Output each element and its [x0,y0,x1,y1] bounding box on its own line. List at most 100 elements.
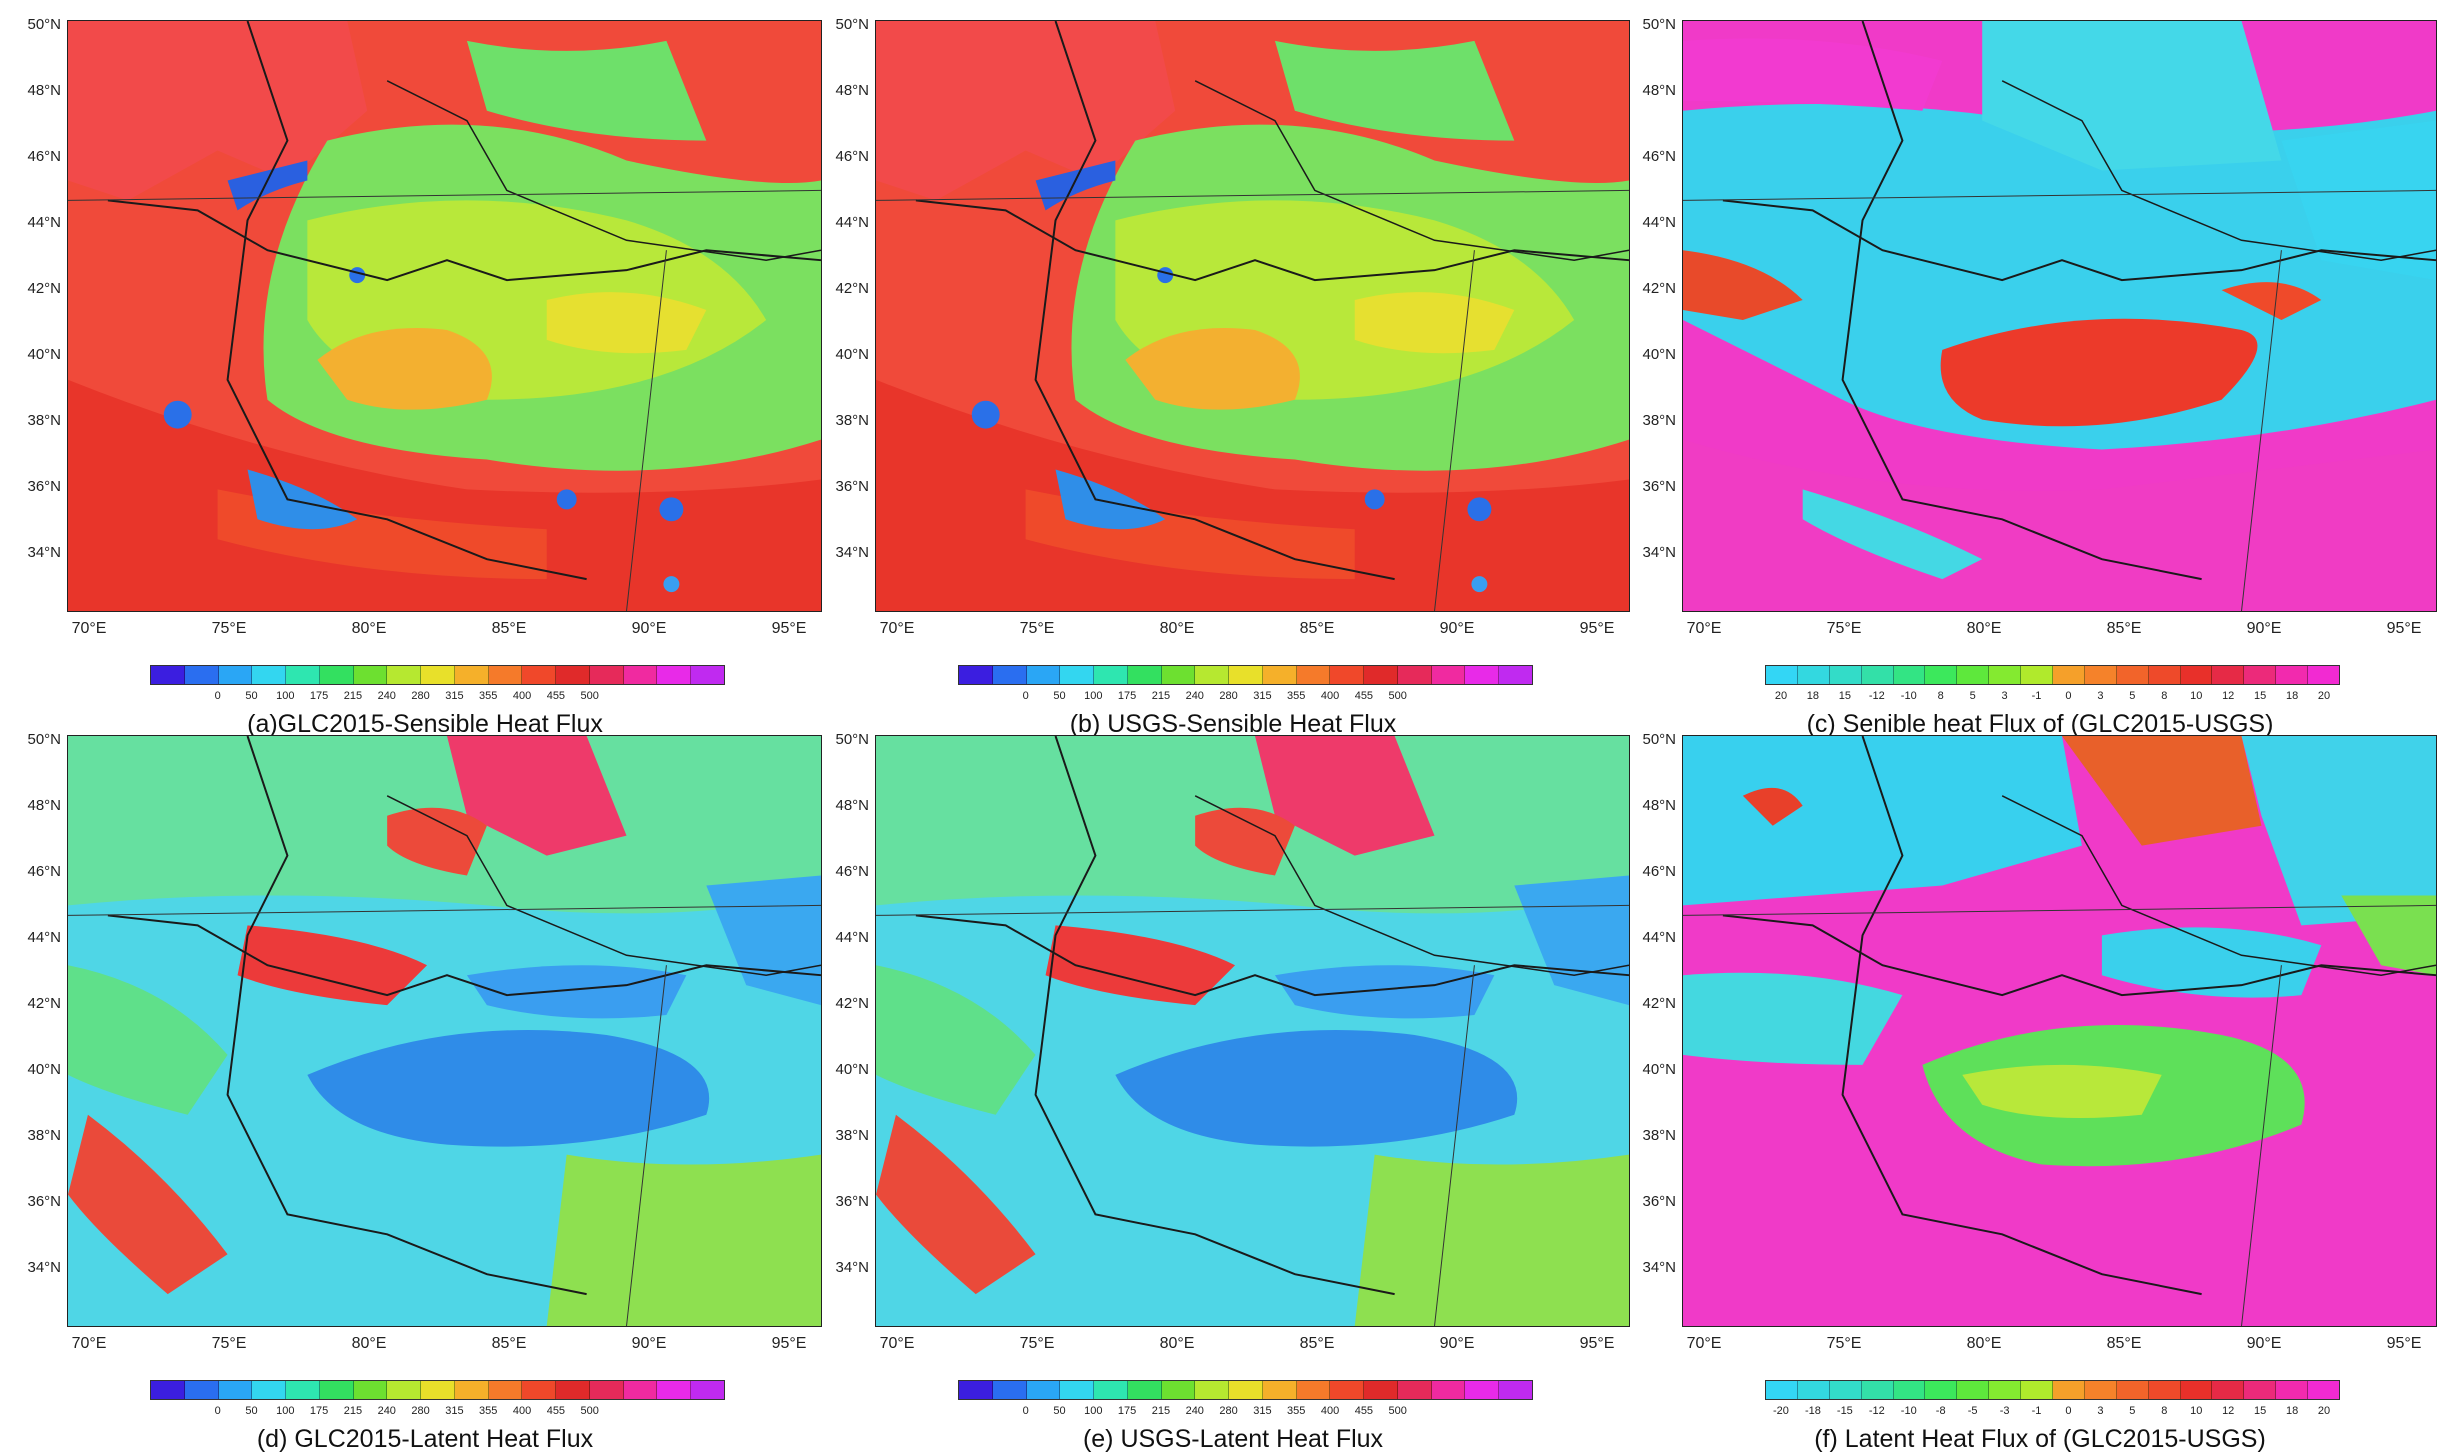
lon-label: 70°E [879,620,915,637]
colorbar-swatch [1797,1381,1830,1399]
colorbar-tick-label: -18 [1804,1405,1821,1417]
lon-label: 70°E [1686,620,1722,637]
panel-caption: (f) Latent Heat Flux of (GLC2015-USGS) [1814,1425,2266,1453]
lon-label: 70°E [71,620,107,637]
colorbar-swatch [1296,1381,1331,1399]
colorbar-tick-label: 8 [2161,1405,2168,1417]
latitude-axis: 50°N 48°N 46°N 44°N 42°N 40°N 38°N 36°N … [1630,731,1680,1327]
lon-label: 90°E [631,620,667,637]
colorbar-tick-label: 280 [1219,690,1238,702]
colorbar-tick-label: 280 [1219,1405,1238,1417]
lon-label: 80°E [351,620,387,637]
lon-label: 95°E [2386,620,2422,637]
colorbar-tick-label: 20 [1774,690,1788,702]
lat-label: 46°N [27,148,61,165]
colorbar-swatch [2244,1381,2277,1399]
lat-label: 40°N [1642,1061,1676,1078]
colorbar-labels: 0 50 100 175 215 240 280 315 355 400 455 500 [150,1405,725,1421]
colorbar-swatch [454,1381,489,1399]
lat-label: 40°N [835,1061,869,1078]
colorbar-tick-label: 400 [1320,690,1340,702]
lat-label: 48°N [27,82,61,99]
colorbar-tick-label: 400 [512,690,532,702]
panel-caption: (e) USGS-Latent Heat Flux [1082,1425,1384,1453]
lon-label: 95°E [1579,620,1615,637]
colorbar [1765,665,2340,685]
colorbar-tick-label: 3 [2097,690,2104,702]
colorbar-swatch [2308,1381,2340,1399]
lat-label: 46°N [835,863,869,880]
lat-label: 48°N [1642,82,1676,99]
colorbar-swatch [2180,1381,2213,1399]
colorbar-swatch [421,666,455,684]
colorbar-tick-label: 240 [1185,690,1204,702]
latitude-axis: 50°N 48°N 46°N 44°N 42°N 40°N 38°N 36°N … [15,731,65,1327]
colorbar-tick-label: 240 [377,690,396,702]
colorbar-swatch [522,666,557,684]
colorbar-tick-label: -1 [2031,1405,2042,1417]
colorbar-tick-label: 12 [2222,1405,2235,1417]
colorbar-tick-label: 15 [1838,690,1851,702]
lon-label: 95°E [771,1335,807,1352]
lat-label: 38°N [835,412,869,429]
colorbar-tick-label: -8 [1935,1405,1946,1417]
lon-label: 85°E [2106,620,2142,637]
lon-label: 85°E [2106,1335,2142,1352]
colorbar-swatch [1861,1381,1894,1399]
colorbar-labels: 20 18 15 -12 -10 8 5 3 -1 0 3 5 8 10 12 15 18 20 [1765,690,2340,706]
colorbar-tick-label: -5 [1967,1405,1978,1417]
panel-b: 50°N 48°N 46°N 44°N 42°N 40°N 38°N 36°N … [823,16,1643,740]
lat-label: 36°N [1642,1193,1676,1210]
lon-label: 75°E [1019,1335,1055,1352]
colorbar-swatch [1094,1381,1128,1399]
colorbar-swatch [252,666,287,684]
lat-label: 42°N [1642,995,1676,1012]
colorbar-swatch [1060,666,1095,684]
lon-label: 70°E [879,1335,915,1352]
lat-label: 34°N [1642,1259,1676,1276]
colorbar-tick-label: 100 [276,1405,295,1417]
colorbar-swatch [1127,1381,1162,1399]
colorbar-tick-label: 10 [2190,1405,2203,1417]
colorbar-tick-label: 0 [1022,1405,1029,1417]
colorbar-swatch [1330,666,1365,684]
colorbar-swatch [522,1381,557,1399]
colorbar [958,665,1533,685]
panel-caption: (c) Senible heat Flux of (GLC2015-USGS) [1806,710,2274,738]
lat-label: 50°N [835,731,869,748]
panel-d: 50°N 48°N 46°N 44°N 42°N 40°N 38°N 36°N … [15,731,835,1455]
lat-label: 40°N [27,1061,61,1078]
colorbar-swatch [1397,666,1432,684]
colorbar-tick-label: 215 [343,1405,363,1417]
lat-label: 44°N [27,214,61,231]
lat-label: 46°N [1642,863,1676,880]
colorbar-swatch [353,666,388,684]
longitude-axis: 70°E 75°E 80°E 85°E 90°E 95°E [67,1335,822,1357]
colorbar-swatch [992,1381,1027,1399]
colorbar-tick-label: 18 [2285,690,2299,702]
colorbar-labels: 0 50 100 175 215 240 280 315 355 400 455 500 [150,690,725,706]
map-plot [67,735,822,1327]
longitude-axis: 70°E 75°E 80°E 85°E 90°E 95°E [67,620,822,642]
colorbar-tick-label: 5 [2129,1405,2136,1417]
colorbar-tick-label: 100 [1084,690,1103,702]
panel-c: 50°N 48°N 46°N 44°N 42°N 40°N 38°N 36°N … [1630,16,2450,740]
colorbar-tick-label: 455 [546,1405,566,1417]
colorbar-swatch [992,666,1027,684]
longitude-axis: 70°E 75°E 80°E 85°E 90°E 95°E [1682,620,2437,642]
colorbar-tick-label: 20 [2317,690,2331,702]
colorbar-tick-label: -12 [1868,1405,1885,1417]
colorbar-swatch [657,1381,692,1399]
lat-label: 50°N [1642,16,1676,33]
colorbar-tick-label: 455 [1354,1405,1374,1417]
panel-f: 50°N 48°N 46°N 44°N 42°N 40°N 38°N 36°N … [1630,731,2450,1455]
lat-label: 50°N [27,16,61,33]
colorbar-swatch [1364,666,1398,684]
colorbar [150,665,725,685]
lon-label: 75°E [211,1335,247,1352]
colorbar-swatch [1195,1381,1230,1399]
colorbar-swatch [1026,666,1061,684]
colorbar-swatch [319,1381,354,1399]
lon-label: 90°E [1439,1335,1475,1352]
colorbar-tick-label: 50 [1053,1405,1066,1417]
